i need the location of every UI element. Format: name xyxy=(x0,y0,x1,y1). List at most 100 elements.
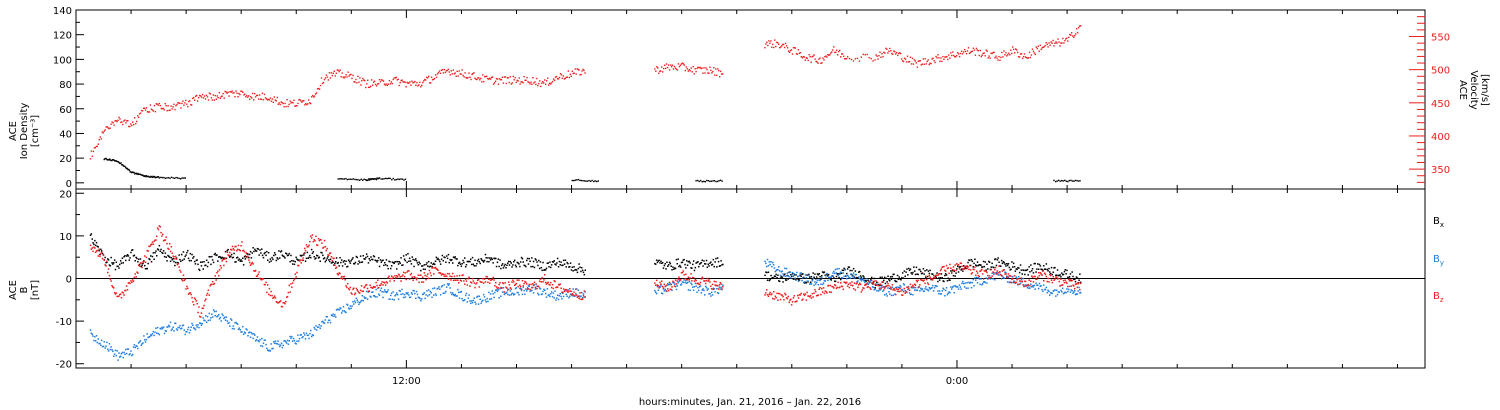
bx-point xyxy=(403,258,406,260)
bx-point xyxy=(465,264,468,266)
bz-point xyxy=(383,281,385,283)
density-point xyxy=(400,178,402,180)
bx-point xyxy=(878,284,881,287)
density-point xyxy=(715,180,717,183)
velocity-point xyxy=(570,75,572,77)
velocity-point xyxy=(687,70,689,72)
bz-point xyxy=(121,291,124,293)
by-point xyxy=(359,300,362,303)
bx-point xyxy=(400,257,402,259)
by-point xyxy=(542,290,544,293)
bz-point xyxy=(771,293,773,295)
bz-point xyxy=(380,283,383,285)
bz-point xyxy=(992,271,994,273)
bz-point xyxy=(1003,269,1005,271)
bz-point xyxy=(421,276,424,278)
by-point xyxy=(268,349,271,352)
bx-point xyxy=(1053,267,1055,269)
by-point xyxy=(214,314,216,317)
bx-point xyxy=(328,259,330,261)
by-point xyxy=(509,290,512,292)
bx-point xyxy=(986,263,988,265)
time-axis: 12:00 0:00 xyxy=(130,10,1398,387)
by-point xyxy=(476,295,479,298)
velocity-point xyxy=(802,55,804,58)
bx-point xyxy=(316,254,318,257)
bx-point xyxy=(326,257,328,260)
velocity-point xyxy=(945,56,947,58)
bx-point xyxy=(872,281,875,283)
by-point xyxy=(849,277,851,279)
bx-point xyxy=(766,279,769,281)
bx-point xyxy=(564,259,567,261)
bz-point xyxy=(680,279,682,281)
bz-point xyxy=(1076,286,1079,289)
bx-point xyxy=(803,276,805,279)
bz-point xyxy=(185,288,187,290)
bx-point xyxy=(569,262,572,264)
bz-point xyxy=(357,290,359,292)
bx-point xyxy=(264,251,266,254)
legend-subscript: x xyxy=(1440,221,1444,229)
by-point xyxy=(1033,284,1035,287)
bz-point xyxy=(1074,283,1077,285)
by-point xyxy=(997,274,999,276)
velocity-point xyxy=(829,53,831,56)
bx-point xyxy=(932,273,934,275)
by-point xyxy=(427,295,429,297)
velocity-point xyxy=(697,66,699,68)
bx-point xyxy=(970,258,973,261)
bz-point xyxy=(1000,274,1002,276)
by-point xyxy=(817,283,820,286)
bx-point xyxy=(584,269,586,271)
bz-point xyxy=(328,254,330,256)
bz-point xyxy=(796,300,798,302)
by-point xyxy=(1010,275,1012,278)
density-point xyxy=(695,180,697,182)
bz-point xyxy=(441,273,444,275)
bz-point xyxy=(936,274,938,277)
bx-point xyxy=(711,263,714,266)
bx-point xyxy=(982,260,985,263)
bz-point xyxy=(347,282,349,285)
velocity-point xyxy=(866,53,868,56)
by-point xyxy=(1037,287,1040,290)
bz-point xyxy=(922,280,925,282)
density-point xyxy=(158,177,160,179)
by-point xyxy=(113,353,116,355)
bx-point xyxy=(195,259,198,262)
bx-point xyxy=(489,259,492,261)
bx-point xyxy=(854,270,857,272)
bz-point xyxy=(686,279,689,281)
bx-point xyxy=(257,248,259,250)
velocity-point xyxy=(233,92,235,94)
by-point xyxy=(171,328,173,330)
velocity-point xyxy=(464,72,466,74)
by-point xyxy=(814,281,816,283)
density-point xyxy=(362,179,364,181)
bz-point xyxy=(181,278,183,281)
velocity-point xyxy=(511,82,513,84)
by-point xyxy=(439,288,441,290)
by-point xyxy=(249,336,252,338)
bx-point xyxy=(346,266,348,268)
by-point xyxy=(854,274,857,276)
bz-point xyxy=(163,239,166,241)
bx-point xyxy=(415,260,418,262)
density-point xyxy=(147,175,150,178)
by-point xyxy=(1080,291,1082,294)
by-point xyxy=(777,269,779,271)
bx-point xyxy=(401,264,403,266)
bz-point xyxy=(254,270,256,272)
velocity-point xyxy=(822,57,824,59)
bz-point xyxy=(131,279,134,281)
by-point xyxy=(413,290,415,292)
bx-point xyxy=(434,260,437,262)
by-point xyxy=(384,289,386,291)
by-point xyxy=(248,332,250,334)
bx-point xyxy=(544,269,547,271)
velocity-point xyxy=(387,83,390,85)
velocity-point xyxy=(255,94,258,97)
velocity-point xyxy=(479,79,481,81)
bx-point xyxy=(328,260,331,263)
